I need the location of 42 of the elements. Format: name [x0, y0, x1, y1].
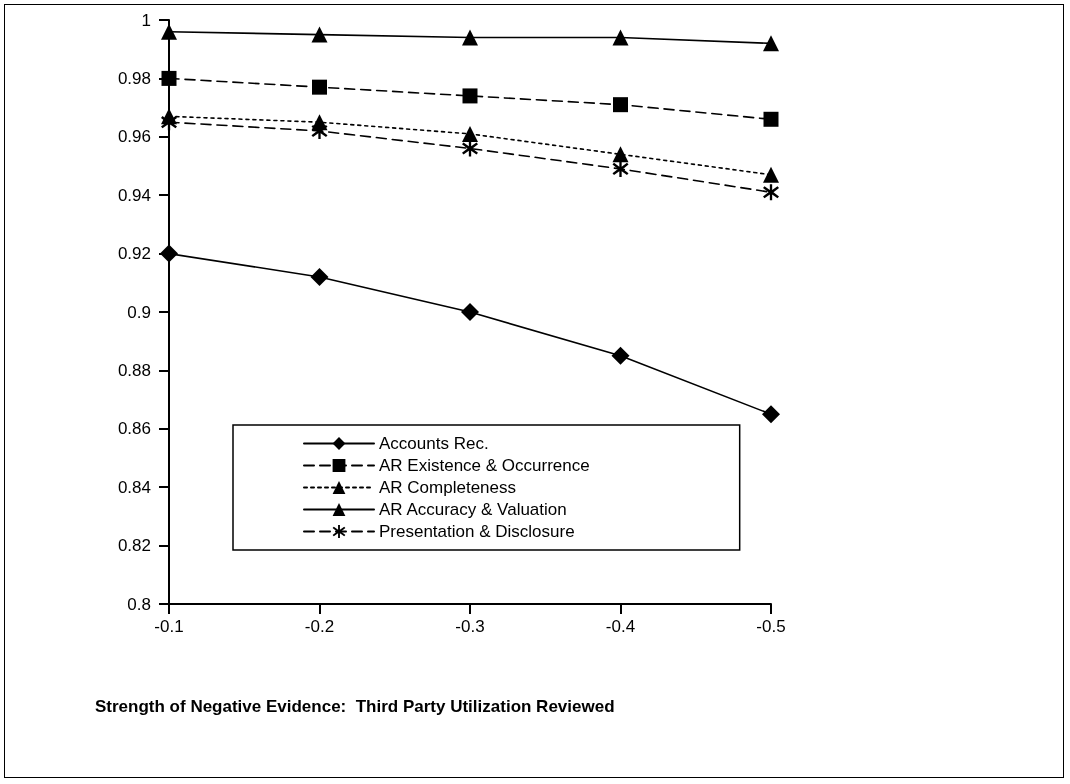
legend-label: AR Completeness: [379, 478, 517, 497]
point: [612, 29, 629, 46]
x-tick-label: -0.2: [304, 617, 335, 636]
y-tick-label: 0.96: [117, 127, 151, 147]
y-tick-label: 0.8: [127, 594, 151, 614]
legend-label: Presentation & Disclosure: [379, 522, 575, 541]
point: [161, 70, 177, 86]
x-tick-label: -0.1: [154, 617, 184, 636]
point: [461, 303, 479, 321]
point: [762, 405, 780, 424]
y-tick-label: 0.86: [117, 419, 151, 439]
legend-label: AR Accuracy & Valuation: [379, 500, 567, 519]
point: [310, 267, 329, 286]
point: [161, 114, 177, 131]
point: [613, 97, 628, 113]
x-axis-title: Strength of Negative Evidence: Third Party Utilization Reviewed: [95, 696, 615, 716]
y-tick-label: 0.92: [117, 244, 151, 264]
legend-label: Accounts Rec.: [379, 434, 489, 453]
y-tick-label: 0.94: [117, 185, 151, 205]
point: [612, 146, 629, 163]
y-tick-label: 0.9: [127, 302, 151, 322]
y-tick-label: 0.98: [117, 68, 151, 88]
point: [462, 140, 478, 157]
x-tick-label: -0.5: [756, 617, 786, 636]
point: [763, 166, 779, 183]
legend-label: AR Existence & Occurrence: [379, 456, 590, 475]
point: [462, 88, 478, 104]
point: [462, 125, 478, 142]
x-tick-label: -0.3: [455, 617, 485, 636]
point: [763, 184, 779, 201]
point: [311, 26, 328, 43]
point: [763, 111, 779, 127]
y-tick-label: 0.84: [117, 477, 151, 497]
point: [611, 346, 630, 365]
point: [462, 29, 478, 46]
point: [312, 79, 327, 95]
point: [763, 35, 779, 52]
point: [612, 160, 629, 177]
y-tick-label: 0.82: [117, 536, 151, 556]
y-tick-label: 1: [141, 10, 151, 30]
y-tick-label: 0.88: [117, 360, 151, 380]
x-tick-label: -0.4: [605, 617, 636, 636]
